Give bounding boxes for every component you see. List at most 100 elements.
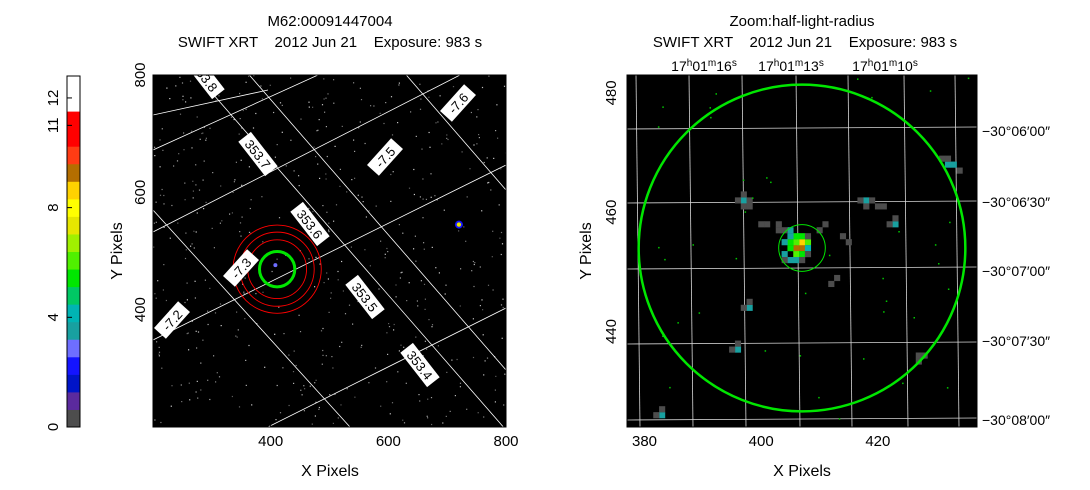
image-pixel [804,239,812,246]
left-axes-frame [152,74,507,428]
noise-pixel [390,173,392,176]
noise-pixel [373,105,375,107]
image-pixel [781,227,788,234]
right-ylabel: Y Pixels [578,222,595,280]
noise-pixel [158,346,160,348]
image-pixel [857,197,864,204]
noise-pixel [241,127,243,129]
ra-grid-line [954,75,960,427]
noise-pixel [330,292,332,294]
ra-unit: h [687,58,693,69]
noise-pixel [391,134,394,136]
noise-pixel [466,408,468,410]
noise-pixel [364,249,366,251]
colorbar-cell [67,339,80,358]
noise-pixel [198,189,201,191]
noise-pixel [199,138,201,140]
noise-pixel [281,131,283,133]
noise-pixel [197,397,199,399]
noise-pixel [243,293,245,295]
noise-pixel [153,246,155,248]
noise-pixel [184,301,186,304]
ra-unit: s [819,58,824,69]
noise-pixel [375,205,377,207]
noise-pixel [205,137,207,139]
noise-pixel [419,108,422,110]
noise-pixel [358,127,360,129]
ra-value: 16 [716,58,732,74]
noise-pixel [361,196,363,198]
noise-pixel [196,347,198,349]
noise-pixel [262,291,264,293]
colorbar-cell [67,321,80,340]
noise-pixel [326,155,328,158]
noise-pixel [311,423,313,425]
image-pixel [944,161,952,168]
noise-pixel [429,146,431,148]
noise-pixel [182,95,184,97]
noise-pixel [250,199,252,201]
noise-pixel [388,323,390,325]
noise-pixel [384,253,386,255]
noise-pixel [397,371,399,373]
noise-pixel [195,184,197,186]
noise-pixel [334,145,336,147]
noise-pixel [400,344,402,346]
noise-pixel [333,102,335,104]
y-tick-label: 800 [132,62,149,87]
noise-pixel [423,242,425,244]
noise-pixel [261,196,263,198]
noise-pixel [328,222,330,224]
noise-pixel [361,344,363,346]
colorbar-cell [67,374,80,393]
noise-pixel [422,198,424,200]
noise-pixel [290,77,292,79]
noise-pixel [332,422,334,424]
noise-pixel [191,147,193,149]
noise-pixel [190,97,192,99]
dec-grid-line [627,417,977,421]
noise-pixel [155,221,157,223]
noise-pixel [161,188,163,191]
noise-pixel [201,132,203,135]
speck-pixel [947,288,950,290]
image-pixel [787,245,794,252]
noise-pixel [155,297,157,299]
speck-pixel [929,90,932,92]
noise-pixel [386,332,388,334]
noise-pixel [495,375,497,377]
ra-unit: h [868,58,874,69]
dec-grid-line [248,75,506,371]
noise-pixel [203,126,205,128]
noise-pixel [269,84,271,86]
noise-pixel [186,333,188,335]
noise-pixel [393,323,395,326]
right-x-ticks: 380 400 420 [632,421,890,450]
noise-pixel [430,196,432,198]
noise-pixel [242,109,244,112]
noise-pixel [488,181,490,184]
noise-pixel [500,231,503,234]
colorbar: 0 4 8 11 12 [45,75,81,431]
speck-pixel [658,246,660,249]
noise-pixel [387,353,389,355]
noise-pixel [353,139,355,141]
noise-pixel [298,314,300,316]
colorbar-frame [66,75,81,428]
grid-label-box [238,131,278,177]
noise-pixel [157,280,159,282]
noise-pixel [320,330,323,332]
noise-pixel [339,185,341,187]
image-pixel [787,233,794,240]
noise-pixel [327,278,329,280]
image-pixel [793,251,800,258]
speck-pixel [742,179,745,181]
noise-pixel [392,171,394,173]
noise-pixel [274,156,276,158]
region-circle [257,250,297,289]
noise-pixel [200,389,202,391]
noise-pixel [276,258,278,260]
noise-pixel [452,86,455,88]
noise-pixel [278,306,280,308]
noise-pixel [434,195,436,197]
